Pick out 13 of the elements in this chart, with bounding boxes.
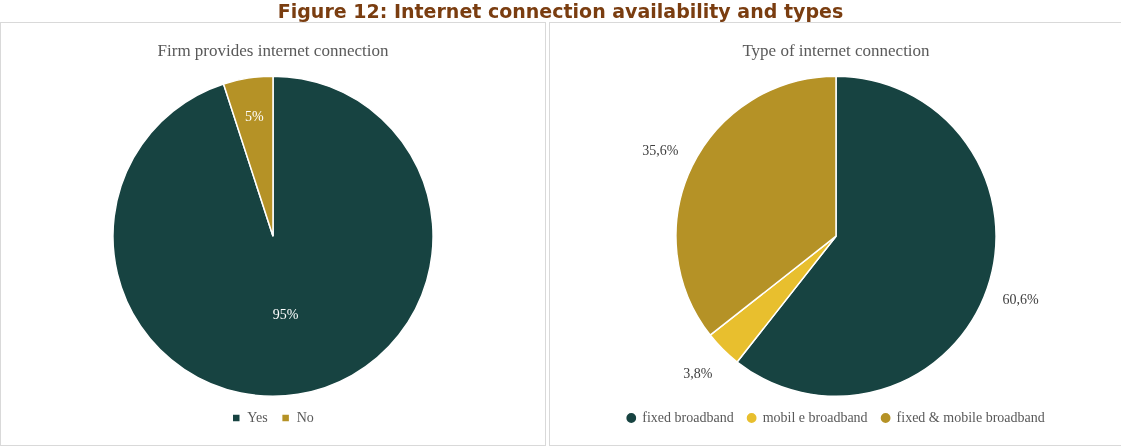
legend-label: mobil e broadband [762, 409, 868, 425]
data-label: 60,6% [1002, 291, 1039, 307]
legend-label: No [296, 409, 314, 425]
text: Figure 12: Internet connection availability and types [276, 0, 845, 22]
legend-label: fixed broadband [642, 409, 734, 425]
chart-title: Firm provides internet connection [157, 40, 389, 60]
data-label: 3,8% [683, 365, 713, 381]
data-label: 95% [272, 306, 299, 322]
legend-label: fixed & mobile broadband [896, 409, 1045, 425]
chart-title: Type of internet connection [742, 40, 931, 60]
legend-label: Yes [247, 409, 268, 425]
data-label: 5% [244, 109, 264, 125]
data-label: 35,6% [642, 142, 679, 158]
